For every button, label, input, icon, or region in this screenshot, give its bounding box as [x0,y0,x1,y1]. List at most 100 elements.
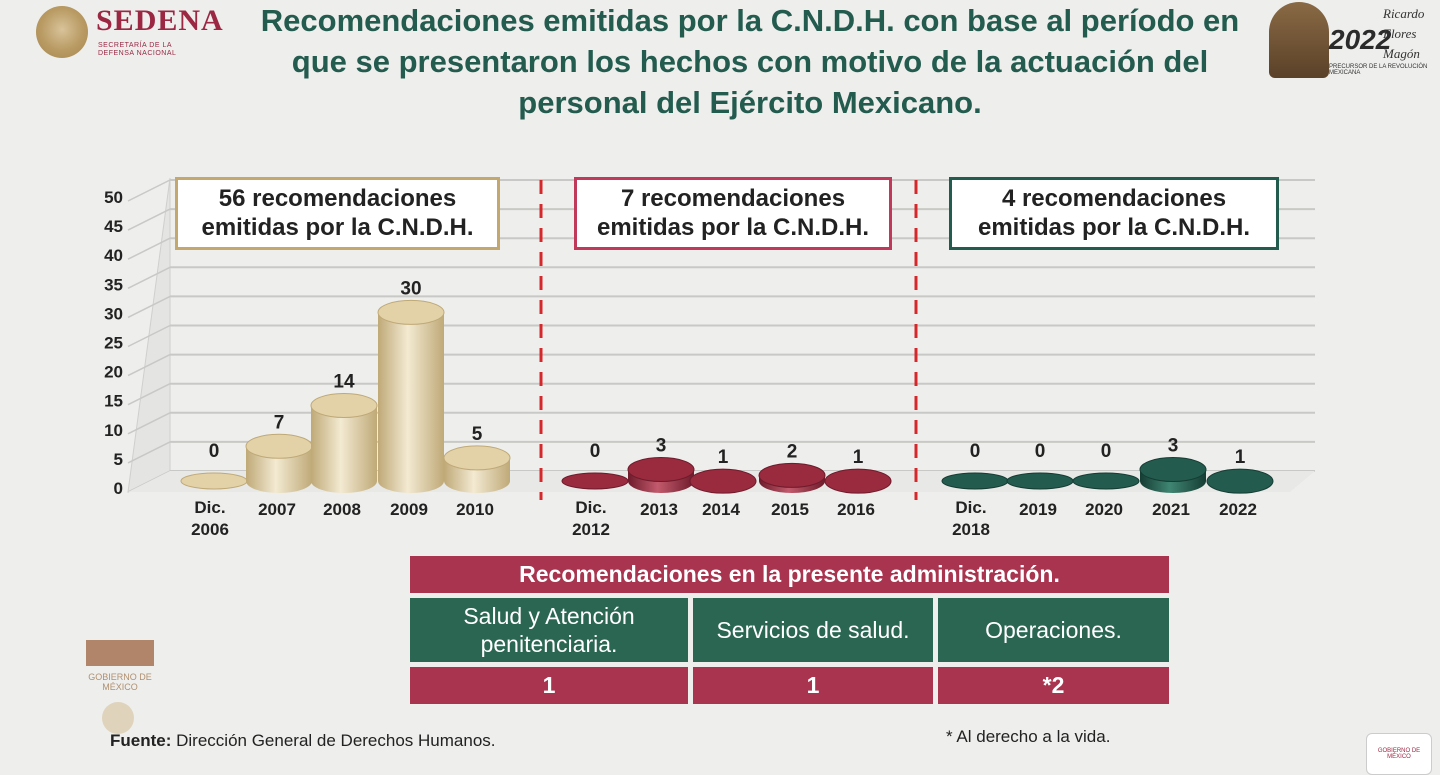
category-labels: Dic. 2006 2007 2008 2009 2010 Dic. 2012 2013 2014… [191,498,1257,539]
category-label: 2008 [323,500,361,519]
source-text: Dirección General de Derechos Humanos. [176,731,496,750]
gridline-diagonal [127,383,171,406]
bar [1139,457,1207,493]
category-label: 2018 [952,520,990,539]
bar-top [1206,468,1274,494]
value-label: 1 [853,447,864,468]
value-label: 2 [787,441,798,462]
gobierno-mexico-badge: GOBIERNO DE MÉXICO [1366,733,1432,775]
category-label: Dic. [955,498,986,517]
bar-base [1006,472,1074,490]
value-label: 3 [656,436,667,457]
bar [689,468,757,494]
bar [245,433,313,493]
bar [824,468,892,494]
group-1-summary-box: 56 recomendaciones emitidas por la C.N.D… [175,177,500,250]
bar-top [627,457,695,483]
bar [627,457,695,493]
bar [1072,472,1140,490]
category-label: 2007 [258,500,296,519]
logo-name: Ricardo Flores Magón [1383,6,1425,61]
value-labels: 0 7 14 30 5 0 3 1 2 1 0 0 0 3 1 [209,278,1246,468]
eagle-seal-icon [36,6,88,58]
bar-top [310,393,378,419]
group-3-summary-box: 4 recomendaciones emitidas por la C.N.D.… [949,177,1279,250]
gridline-diagonal [127,441,171,464]
y-axis: 0 5 10 15 20 25 30 35 40 45 50 [104,188,123,498]
value-label: 0 [209,441,220,462]
bar [941,472,1009,490]
bar-base [941,472,1009,490]
gridline-diagonal [127,179,171,202]
bar-base [1072,472,1140,490]
bar-top [1139,457,1207,483]
bar-top [443,445,511,471]
bar-top [245,433,313,459]
page-title: Recomendaciones emitidas por la C.N.D.H.… [260,3,1240,120]
category-label: 2020 [1085,500,1123,519]
sedena-logo: SEDENA SECRETARÍA DE LA DEFENSA NACIONAL [30,4,245,64]
brand-name: SEDENA [96,4,224,37]
bar-body [246,446,312,493]
table-category-3: Operaciones. [938,598,1169,662]
category-label: 2014 [702,500,740,519]
y-tick-label: 15 [104,392,123,411]
category-label: Dic. [194,498,225,517]
logo-tagline: PRECURSOR DE LA REVOLUCIÓN MEXICANA [1329,64,1428,76]
bar-body [378,312,444,493]
gridline-diagonal [127,237,171,260]
category-label: 2021 [1152,500,1190,519]
gridline-diagonal [127,295,171,319]
flores-magon-2022-logo: 2022 Ricardo Flores Magón PRECURSOR DE L… [1265,0,1440,80]
category-label: Dic. [575,498,606,517]
value-label: 0 [970,441,981,462]
value-label: 5 [472,424,483,445]
y-tick-label: 50 [104,188,123,207]
bar [310,393,378,493]
y-tick-label: 35 [104,275,123,294]
group-dividers [539,180,918,500]
bar-top [824,468,892,494]
table-category-1: Salud y Atención penitenciaria. [410,598,688,662]
value-label: 0 [590,441,601,462]
bar-base [180,472,248,490]
source-label: Fuente: [110,731,172,750]
gridline-diagonal [127,353,171,377]
gridline-diagonal [127,208,171,231]
y-tick-label: 20 [104,363,123,382]
table-header: Recomendaciones en la presente administr… [410,556,1169,593]
brand-subtitle-line2: DEFENSA NACIONAL [98,50,177,57]
category-label: 2010 [456,500,494,519]
y-tick-label: 40 [104,246,123,265]
category-label: 2006 [191,520,229,539]
brand-subtitle-line1: SECRETARÍA DE LA [98,42,173,49]
bar [1006,472,1074,490]
y-tick-label: 45 [104,217,123,236]
table-value-1: 1 [410,667,688,704]
category-label: 2019 [1019,500,1057,519]
value-label: 1 [718,447,729,468]
category-label: 2022 [1219,500,1257,519]
y-tick-label: 25 [104,334,123,353]
table-value-3: *2 [938,667,1169,704]
bar-base [561,472,629,490]
bar [443,445,511,493]
bar-top [377,299,445,325]
gov-logo-text: GOBIERNO DE MÉXICO [88,672,152,692]
y-tick-label: 5 [114,450,123,469]
logo-year: 2022 [1329,24,1392,55]
category-label: 2013 [640,500,678,519]
footnote: * Al derecho a la vida. [946,727,1111,746]
gobierno-mexico-logo: GOBIERNO DE MÉXICO [80,630,160,740]
table-category-2: Servicios de salud. [693,598,933,662]
value-label: 3 [1168,436,1179,457]
bar [758,462,826,493]
bar [180,472,248,490]
bar [377,299,445,493]
bar-body [311,405,377,493]
value-label: 7 [274,412,285,433]
y-tick-label: 0 [114,479,123,498]
value-label: 30 [400,278,421,299]
portrait-icon [1269,2,1329,78]
category-label: 2012 [572,520,610,539]
